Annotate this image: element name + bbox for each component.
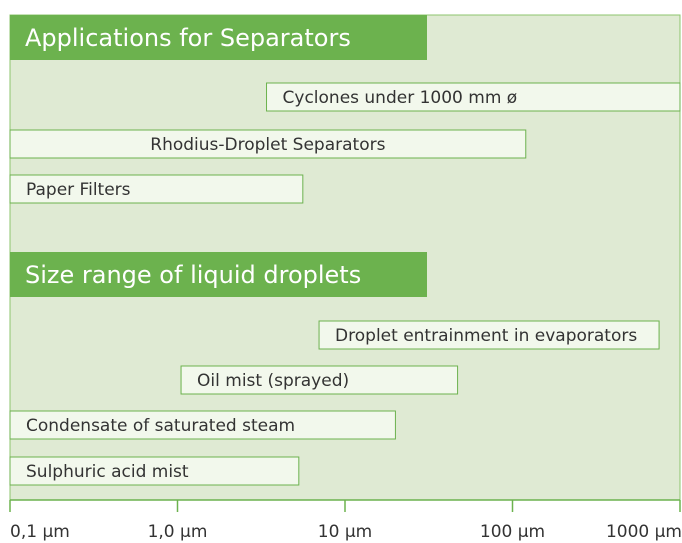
section-title: Size range of liquid droplets <box>25 261 361 289</box>
range-bar <box>318 320 660 350</box>
bar-label: Rhodius-Droplet Separators <box>150 135 385 155</box>
bar-label: Droplet entrainment in evaporators <box>335 326 637 346</box>
x-tick-label: 10 µm <box>318 522 372 542</box>
bar-label: Cyclones under 1000 mm ø <box>283 88 518 108</box>
range-bar <box>180 365 459 395</box>
range-bar <box>9 129 527 159</box>
section-header <box>10 15 427 60</box>
x-tick-label: 1,0 µm <box>148 522 208 542</box>
bar-label: Condensate of saturated steam <box>26 416 295 436</box>
range-bar <box>266 82 681 112</box>
range-bar <box>9 456 300 486</box>
x-tick-label: 1000 µm <box>606 522 682 542</box>
section-header <box>10 252 427 297</box>
bar-label: Paper Filters <box>26 180 131 200</box>
range-bar <box>9 174 304 204</box>
section-title: Applications for Separators <box>25 24 351 52</box>
x-tick-label: 100 µm <box>480 522 545 542</box>
range-bar <box>9 410 396 440</box>
x-tick-label: 0,1 µm <box>10 522 70 542</box>
bar-label: Oil mist (sprayed) <box>197 371 349 391</box>
bar-label: Sulphuric acid mist <box>26 462 189 482</box>
